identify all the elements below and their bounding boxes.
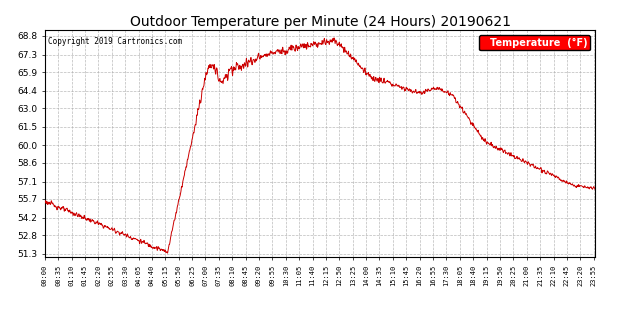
Title: Outdoor Temperature per Minute (24 Hours) 20190621: Outdoor Temperature per Minute (24 Hours…: [129, 15, 511, 28]
Legend: Temperature  (°F): Temperature (°F): [479, 35, 590, 50]
Text: Copyright 2019 Cartronics.com: Copyright 2019 Cartronics.com: [47, 37, 182, 46]
